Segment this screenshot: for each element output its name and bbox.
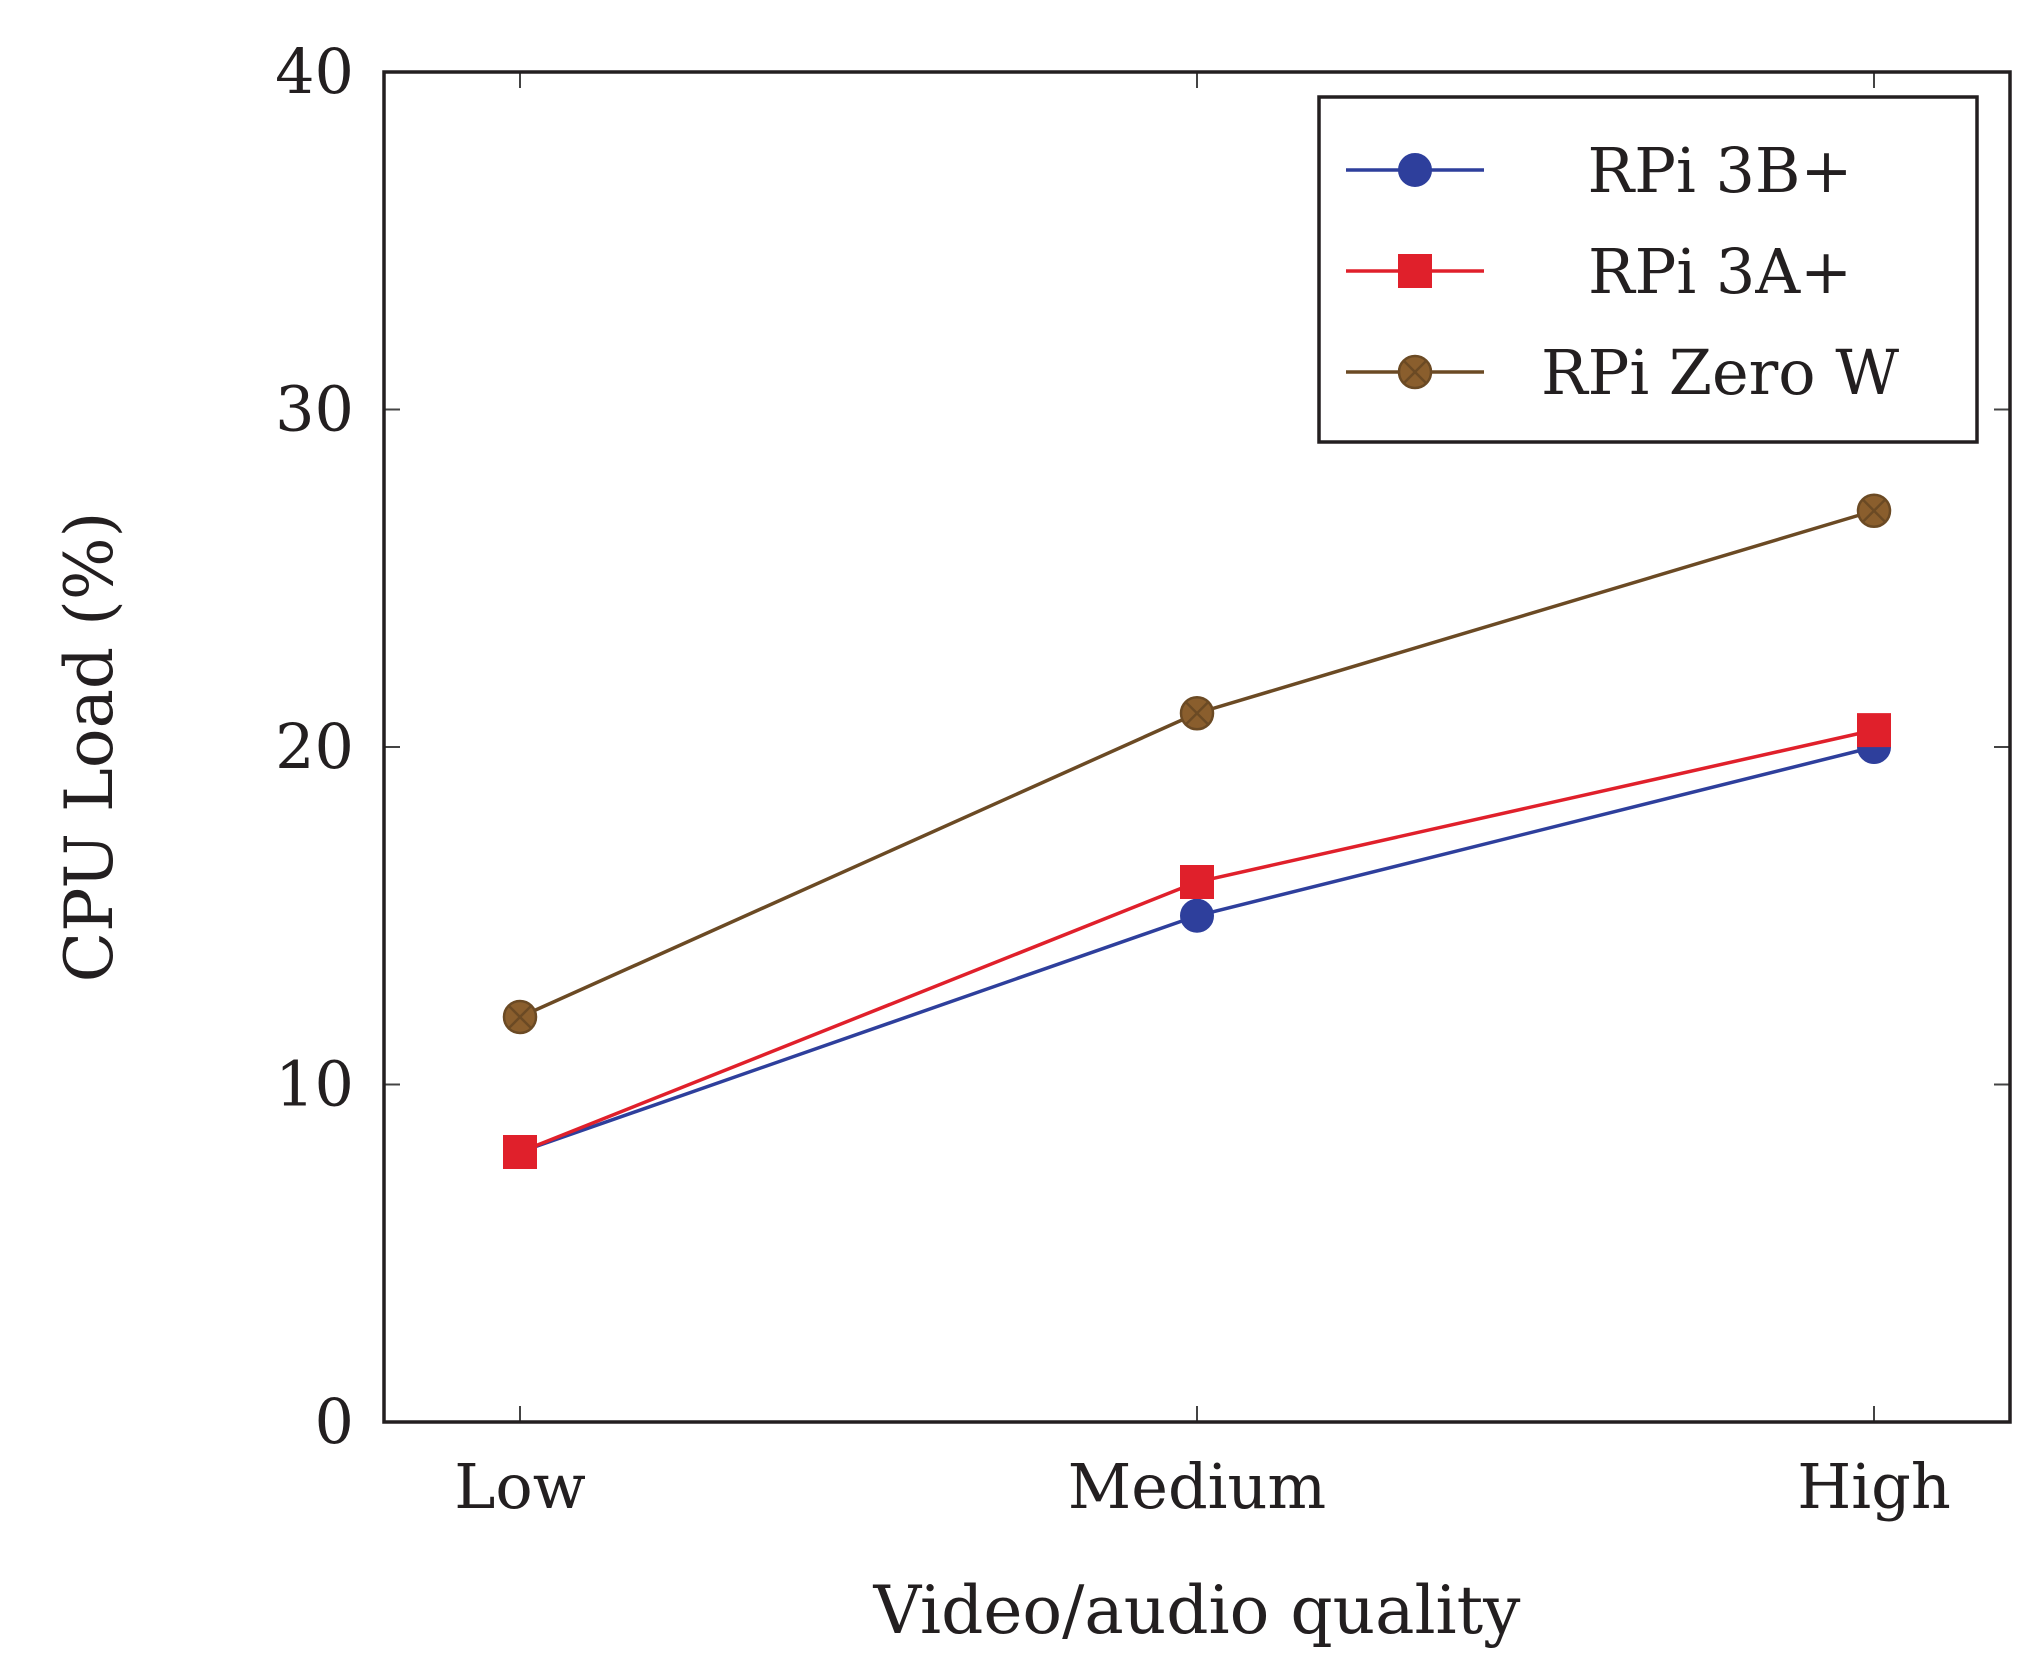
series-2 [502,493,1892,1035]
series-line [519,728,1875,1154]
y-tick-label: 10 [275,1048,354,1121]
legend-label: RPi 3B+ [1588,134,1853,207]
legend-marker [1398,254,1432,288]
y-tick-label: 30 [275,373,354,446]
data-point-2-2 [1856,493,1892,528]
legend-items: RPi 3B+ RPi 3A+ RPi Zero W [1346,134,1899,409]
legend-item: RPi 3B+ [1346,134,1852,207]
data-point-2-0 [502,999,538,1035]
data-point-2-1 [1179,696,1215,731]
x-tick-label: Medium [1068,1450,1326,1523]
y-axis-title: CPU Load (%) [51,512,128,983]
plot-area-frame [382,70,2012,1424]
legend-label: RPi Zero W [1541,336,1899,409]
y-tick-label: 40 [275,35,354,108]
x-axis-title: Video/audio quality [873,1572,1522,1649]
series-1 [503,713,1891,1169]
legend-label: RPi 3A+ [1588,235,1852,308]
legend-item: RPi Zero W [1346,336,1899,409]
series-line [519,745,1875,1154]
legend-marker [1398,153,1432,187]
data-point-1-0 [503,1135,537,1169]
series-layer [502,493,1892,1169]
tick-marks [384,71,2010,1423]
y-tick-label: 0 [315,1385,354,1458]
x-tick-labels: Low Medium High [454,1450,1951,1523]
x-tick-label: High [1797,1450,1951,1523]
y-tick-labels: 0 10 20 30 40 [275,35,354,1458]
data-point-1-2 [1857,713,1891,748]
legend-item: RPi 3A+ [1346,235,1852,308]
data-point-1-1 [1180,865,1214,899]
y-tick-label: 20 [275,710,354,783]
series-line [519,509,1875,1019]
legend: RPi 3B+ RPi 3A+ RPi Zero W [1317,95,1979,444]
legend-marker [1397,354,1433,390]
x-tick-label: Low [454,1450,586,1523]
data-point-0-1 [1180,898,1214,933]
series-0 [503,730,1891,1169]
